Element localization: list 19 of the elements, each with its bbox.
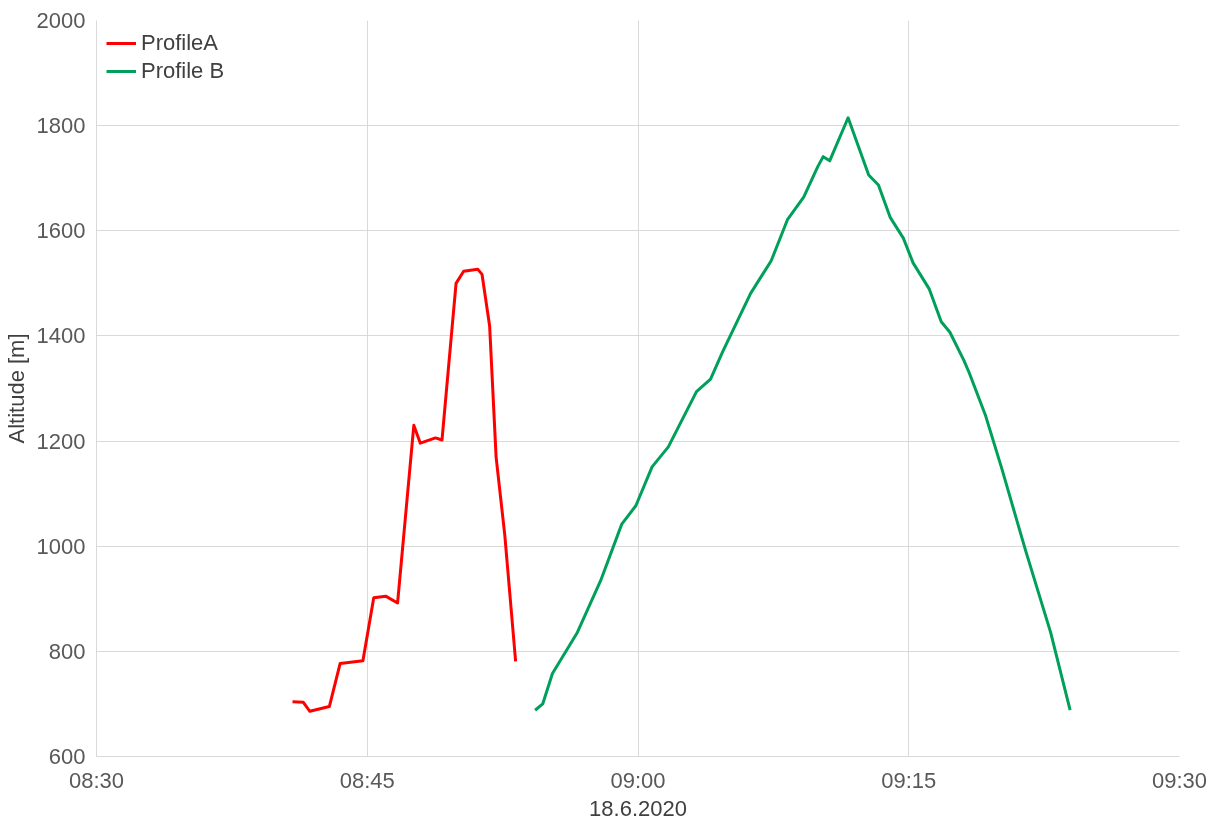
x-tick-label: 09:00 [610, 767, 666, 793]
y-tick-label: 1000 [36, 533, 86, 559]
y-tick-label: 1600 [36, 218, 86, 244]
y-tick-label: 600 [48, 744, 86, 769]
y-tick-label: 800 [48, 638, 86, 664]
y-tick-label: 1800 [36, 113, 86, 139]
x-axis-title: 18.6.2020 [589, 795, 687, 818]
line-series [291, 267, 518, 713]
y-tick-label: 1400 [36, 323, 86, 349]
x-tick-label: 09:15 [881, 767, 937, 793]
legend-label: Profile B [141, 58, 225, 84]
x-tick-label: 09:30 [1151, 767, 1208, 793]
x-tick-label: 08:45 [339, 767, 395, 793]
y-tick-label: 1200 [36, 428, 86, 454]
y-tick-label: 2000 [36, 8, 86, 33]
line-series [533, 116, 1072, 712]
y-axis-title: Altitude [m] [3, 333, 29, 444]
x-tick-label: 08:30 [68, 767, 125, 793]
legend-label: ProfileA [141, 30, 219, 56]
